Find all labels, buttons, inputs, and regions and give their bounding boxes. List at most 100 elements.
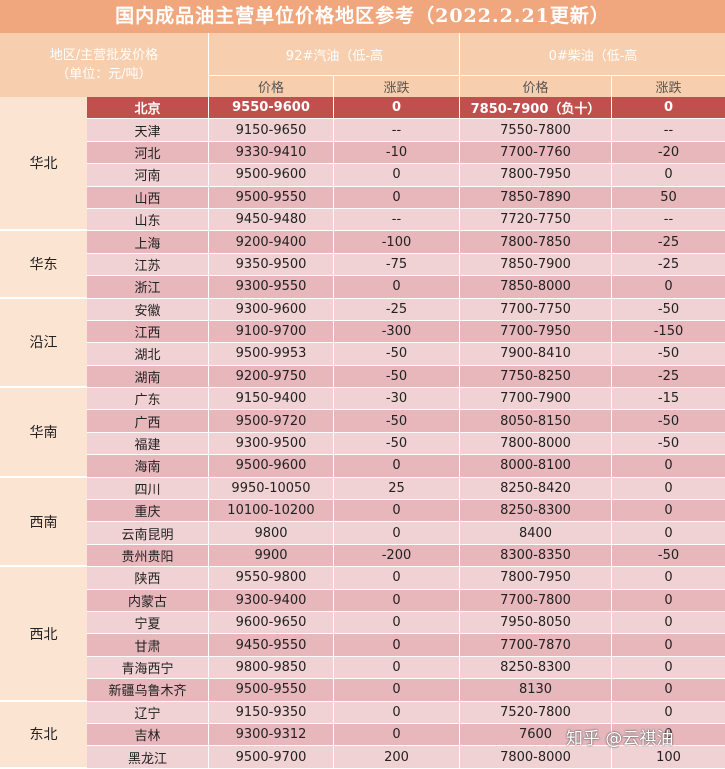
diesel-change-cell: 0 (611, 567, 725, 589)
diesel-change-cell: 0 (611, 589, 725, 611)
header-gasoline-group: 92#汽油（低-高 (208, 33, 460, 75)
diesel-change-cell: 50 (611, 186, 725, 208)
gasoline-change-cell: 0 (333, 276, 459, 298)
table-row: 吉林 9300-9312 0 7600 0 (87, 723, 725, 747)
watermark: 知乎 @云祺油 (566, 724, 673, 749)
gasoline-change-cell: 0 (333, 522, 459, 544)
gasoline-price-cell: 9300-9312 (208, 723, 333, 746)
diesel-change-cell: 0 (611, 611, 725, 634)
diesel-change-cell: -25 (611, 231, 725, 253)
header-diesel-change: 涨跌 (611, 75, 725, 97)
gasoline-price-cell: 10100-10200 (208, 500, 333, 522)
gasoline-change-cell: 0 (333, 589, 459, 611)
table-row: 新疆乌鲁木齐 9500-9550 0 8130 0 (87, 679, 725, 702)
table-row: 四川 9950-10050 25 8250-8420 0 (87, 477, 725, 501)
diesel-price-cell: 7700-7760 (459, 141, 611, 164)
table-row: 内蒙古 9300-9400 0 7700-7800 0 (87, 589, 725, 612)
diesel-price-cell: 7720-7750 (459, 208, 611, 231)
diesel-change-cell: 0 (611, 97, 725, 119)
gasoline-price-cell: 9300-9400 (208, 589, 333, 611)
diesel-change-cell: -150 (611, 320, 725, 343)
city-cell: 湖南 (134, 370, 161, 386)
city-cell: 河南 (134, 169, 161, 185)
city-cell: 湖北 (134, 348, 161, 364)
diesel-change-cell: -25 (611, 365, 725, 388)
gasoline-price-cell: 9900 (208, 544, 333, 567)
diesel-price-cell: 7900-8410 (459, 343, 611, 365)
region-label: 东北 (0, 701, 87, 769)
gasoline-change-cell: -- (333, 119, 459, 141)
gasoline-price-cell: 9300-9550 (208, 276, 333, 298)
region-label: 华北 (0, 97, 87, 232)
city-cell: 山西 (134, 191, 161, 207)
diesel-change-cell: -15 (611, 388, 725, 410)
region-label: 西北 (0, 567, 87, 702)
diesel-change-cell: 0 (611, 656, 725, 679)
gasoline-price-cell: 9500-9550 (208, 186, 333, 208)
city-cell: 内蒙古 (127, 594, 167, 610)
city-cell: 黑龙江 (127, 751, 167, 767)
gasoline-price-cell: 9450-9480 (208, 208, 333, 231)
diesel-change-cell: -50 (611, 432, 725, 455)
diesel-price-cell: 8130 (459, 679, 611, 701)
diesel-change-cell: -50 (611, 343, 725, 365)
table-row: 陕西 9550-9800 0 7800-7950 0 (87, 567, 725, 590)
gasoline-price-cell: 9500-9700 (208, 746, 333, 768)
city-cell: 山东 (134, 214, 161, 230)
gasoline-price-cell: 9100-9700 (208, 320, 333, 343)
table-row: 福建 9300-9500 -50 7800-8000 -50 (87, 432, 725, 456)
gasoline-price-cell: 9950-10050 (208, 477, 333, 500)
table-row: 贵州贵阳 9900 -200 8300-8350 -50 (87, 544, 725, 568)
gasoline-change-cell: 0 (333, 611, 459, 634)
diesel-price-cell: 7850-7890 (459, 186, 611, 208)
diesel-change-cell: 0 (611, 679, 725, 701)
gasoline-change-cell: 0 (333, 97, 459, 119)
city-cell: 云南昆明 (121, 527, 174, 543)
diesel-price-cell: 8250-8300 (459, 656, 611, 679)
table-row: 黑龙江 9500-9700 200 7800-8000 100 (87, 746, 725, 769)
table-row: 山西 9500-9550 0 7850-7890 50 (87, 186, 725, 209)
gasoline-price-cell: 9150-9400 (208, 388, 333, 410)
diesel-price-cell: 7850-7900（负十） (459, 97, 611, 119)
gasoline-change-cell: 0 (333, 164, 459, 186)
diesel-change-cell: 0 (611, 634, 725, 656)
diesel-change-cell: -- (611, 208, 725, 231)
gasoline-change-cell: -50 (333, 343, 459, 365)
header-diesel-group: 0#柴油（低-高 (459, 33, 725, 75)
gasoline-price-cell: 9150-9650 (208, 119, 333, 141)
gasoline-price-cell: 9150-9350 (208, 701, 333, 723)
table-row: 广西 9500-9720 -50 8050-8150 -50 (87, 410, 725, 433)
diesel-change-cell: 0 (611, 701, 725, 723)
gasoline-price-cell: 9500-9550 (208, 679, 333, 701)
diesel-change-cell: 0 (611, 455, 725, 477)
diesel-change-cell: 0 (611, 164, 725, 186)
city-cell: 重庆 (134, 505, 161, 521)
gasoline-change-cell: 0 (333, 567, 459, 589)
city-cell: 甘肃 (134, 639, 161, 655)
city-cell: 青海西宁 (121, 661, 174, 677)
city-cell: 陕西 (134, 572, 161, 588)
diesel-price-cell: 7800-8000 (459, 746, 611, 768)
table-row: 江苏 9350-9500 -75 7850-7900 -25 (87, 253, 725, 277)
gasoline-change-cell: 0 (333, 186, 459, 208)
diesel-price-cell: 7700-7950 (459, 320, 611, 343)
city-cell: 河北 (134, 146, 161, 162)
diesel-price-cell: 7700-7870 (459, 634, 611, 656)
diesel-price-cell: 7700-7750 (459, 298, 611, 320)
header-gasoline-change: 涨跌 (333, 75, 459, 97)
diesel-price-cell: 7800-8000 (459, 432, 611, 455)
gasoline-change-cell: -30 (333, 388, 459, 410)
header-gasoline-price: 价格 (208, 75, 333, 97)
diesel-change-cell: -- (611, 119, 725, 141)
table-row: 江西 9100-9700 -300 7700-7950 -150 (87, 320, 725, 344)
diesel-change-cell: 0 (611, 522, 725, 544)
diesel-price-cell: 7520-7800 (459, 701, 611, 723)
table-row: 辽宁 9150-9350 0 7520-7800 0 (87, 701, 725, 724)
gasoline-change-cell: -100 (333, 231, 459, 253)
gasoline-price-cell: 9500-9720 (208, 410, 333, 432)
gasoline-change-cell: -50 (333, 365, 459, 388)
diesel-change-cell: 100 (611, 746, 725, 768)
diesel-change-cell: -50 (611, 298, 725, 320)
gasoline-change-cell: -- (333, 208, 459, 231)
